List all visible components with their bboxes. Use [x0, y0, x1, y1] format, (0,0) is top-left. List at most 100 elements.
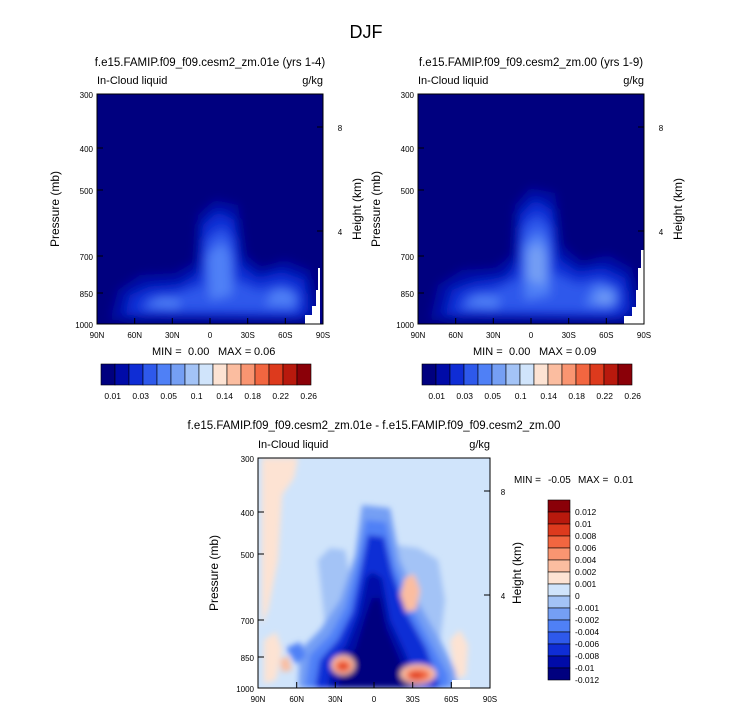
- panel-a-colorbar-labels: 0.01 0.03 0.05 0.1 0.14 0.18 0.22 0.26: [104, 391, 317, 401]
- panel-a-colorbar-swatch-13: [282, 363, 298, 386]
- panel-c-rtick-8: 8: [501, 488, 506, 497]
- panel-c-ylabel: Pressure (mb): [207, 535, 221, 611]
- panel-c-field: [258, 458, 490, 688]
- panel-c-xtick-90n: 90N: [251, 695, 266, 704]
- panel-b-colorbar-swatch-4: [477, 363, 493, 386]
- panel-c-cb-label-6: 0.001: [575, 579, 597, 589]
- panel-c-colorbar-swatch-10: [547, 619, 571, 633]
- panel-c-xtick-60n: 60N: [289, 695, 304, 704]
- panel-a-colorbar-swatch-11: [254, 363, 270, 386]
- panel-b-colorbar-swatch-6: [505, 363, 521, 386]
- panel-c-ytick-400: 400: [241, 509, 255, 518]
- panel-c-units: g/kg: [469, 439, 490, 451]
- panel-b-ytick-400: 400: [401, 145, 415, 154]
- panel-c-xtick-30n: 30N: [328, 695, 343, 704]
- panel-a-ytick-700: 700: [80, 253, 94, 262]
- panel-b-min-label: MIN =: [473, 346, 503, 358]
- panel-a-colorbar-swatch-10: [240, 363, 256, 386]
- panel-c: f.e15.FAMIP.f09_f09.cesm2_zm.01e - f.e15…: [188, 420, 634, 704]
- panel-c-ytick-850: 850: [241, 654, 255, 663]
- panel-b-xtick-60s: 60S: [599, 331, 613, 340]
- panel-a-xtick-90n: 90N: [90, 331, 105, 340]
- panel-c-min-label: MIN =: [514, 475, 541, 486]
- panel-c-colorbar-swatch-11: [547, 631, 571, 645]
- panel-a-cb-label-2: 0.05: [160, 391, 177, 401]
- panel-b-ytick-700: 700: [401, 253, 415, 262]
- panel-b-colorbar-swatch-2: [449, 363, 465, 386]
- panel-a-min-value: 0.00: [188, 346, 209, 358]
- panel-c-colorbar-swatch-6: [547, 571, 571, 585]
- panel-b-xtick-30n: 30N: [486, 331, 501, 340]
- panel-c-xaxis: 90N 60N 30N 0 30S 60S 90S: [251, 682, 497, 704]
- panel-a-title: f.e15.FAMIP.f09_f09.cesm2_zm.01e (yrs 1-…: [95, 57, 326, 69]
- panel-c-title: f.e15.FAMIP.f09_f09.cesm2_zm.01e - f.e15…: [188, 420, 561, 432]
- panel-c-colorbar-swatch-4: [547, 547, 571, 561]
- panel-c-min-value: -0.05: [548, 475, 571, 486]
- panel-a-cb-label-1: 0.03: [132, 391, 149, 401]
- panel-a-colorbar-swatch-8: [212, 363, 228, 386]
- panel-c-colorbar-swatch-1: [547, 511, 571, 525]
- panel-b-xaxis: 90N 60N 30N 0 30S 60S 90S: [411, 318, 651, 340]
- panel-c-cb-label-8: -0.001: [575, 603, 599, 613]
- panel-b-cb-label-0: 0.01: [428, 391, 445, 401]
- panel-b-cb-label-5: 0.18: [568, 391, 585, 401]
- panel-b-max-label: MAX =: [539, 346, 572, 358]
- panel-a-cb-label-7: 0.26: [300, 391, 317, 401]
- panel-a-cb-label-3: 0.1: [191, 391, 203, 401]
- panel-c-max-value: 0.01: [614, 475, 634, 486]
- panel-b-colorbar-swatch-14: [617, 363, 633, 386]
- panel-a-xtick-60s: 60S: [278, 331, 292, 340]
- panel-a-ylabel-right: Height (km): [350, 178, 364, 240]
- panel-b-xtick-90n: 90N: [411, 331, 426, 340]
- panel-c-cb-label-3: 0.006: [575, 543, 597, 553]
- panel-a-xtick-30n: 30N: [165, 331, 180, 340]
- panel-a-colorbar-swatch-2: [128, 363, 144, 386]
- panel-b-ytick-1000: 1000: [396, 321, 414, 330]
- panel-c-colorbar-labels: 0.012 0.01 0.008 0.006 0.004 0.002 0.001…: [575, 507, 599, 685]
- panel-b-colorbar-swatch-10: [561, 363, 577, 386]
- panel-a-stats: MIN = 0.00 MAX = 0.06: [152, 346, 275, 358]
- panel-a-right-axis: 8 4 Height (km): [317, 124, 364, 240]
- panel-c-yaxis: 300 400 500 700 850 1000 Pressure (mb): [207, 455, 264, 694]
- panel-c-colorbar-swatch-9: [547, 607, 571, 621]
- panel-b-cb-label-4: 0.14: [540, 391, 557, 401]
- panel-b-cb-label-3: 0.1: [515, 391, 527, 401]
- panel-c-ytick-300: 300: [241, 455, 255, 464]
- panel-b-colorbar-swatch-7: [519, 363, 535, 386]
- panel-a-yaxis: 300 400 500 700 850 1000 Pressure (mb): [48, 91, 103, 330]
- panel-c-colorbar-swatch-5: [547, 559, 571, 573]
- panel-b-colorbar-swatch-8: [533, 363, 549, 386]
- panel-c-cb-label-1: 0.01: [575, 519, 592, 529]
- panel-c-max-label: MAX =: [578, 475, 608, 486]
- panel-b-colorbar-swatch-5: [491, 363, 507, 386]
- panel-b-yaxis: 300 400 500 700 850 1000 Pressure (mb): [369, 91, 424, 330]
- panel-c-xtick-30s: 30S: [406, 695, 420, 704]
- figure-title: DJF: [350, 22, 383, 42]
- panel-b-colorbar: [421, 363, 633, 386]
- panel-c-cb-label-10: -0.004: [575, 627, 599, 637]
- panel-b-xtick-0: 0: [529, 331, 534, 340]
- panel-a-cb-label-4: 0.14: [216, 391, 233, 401]
- panel-b-colorbar-swatch-0: [421, 363, 437, 386]
- panel-c-variable-label: In-Cloud liquid: [258, 439, 328, 451]
- panel-a-xtick-60n: 60N: [127, 331, 142, 340]
- panel-b-colorbar-swatch-13: [603, 363, 619, 386]
- panel-a-min-label: MIN =: [152, 346, 182, 358]
- panel-b-rtick-8: 8: [659, 124, 664, 133]
- panel-a-xtick-0: 0: [208, 331, 213, 340]
- panel-a-ytick-300: 300: [80, 91, 94, 100]
- panel-c-colorbar-swatch-14: [547, 667, 571, 681]
- panel-a-ytick-850: 850: [80, 290, 94, 299]
- panel-b-xtick-60n: 60N: [448, 331, 463, 340]
- panel-c-cb-label-14: -0.012: [575, 675, 599, 685]
- panel-b-xtick-90s: 90S: [637, 331, 651, 340]
- panel-b-cb-label-7: 0.26: [624, 391, 641, 401]
- panel-c-cb-label-13: -0.01: [575, 663, 595, 673]
- panel-a-colorbar-swatch-5: [170, 363, 186, 386]
- panel-a-variable-label: In-Cloud liquid: [97, 75, 167, 87]
- panel-a-max-label: MAX =: [218, 346, 251, 358]
- panel-b-ylabel: Pressure (mb): [369, 171, 383, 247]
- panel-b-title: f.e15.FAMIP.f09_f09.cesm2_zm.00 (yrs 1-9…: [419, 57, 643, 69]
- panel-a-ytick-500: 500: [80, 187, 94, 196]
